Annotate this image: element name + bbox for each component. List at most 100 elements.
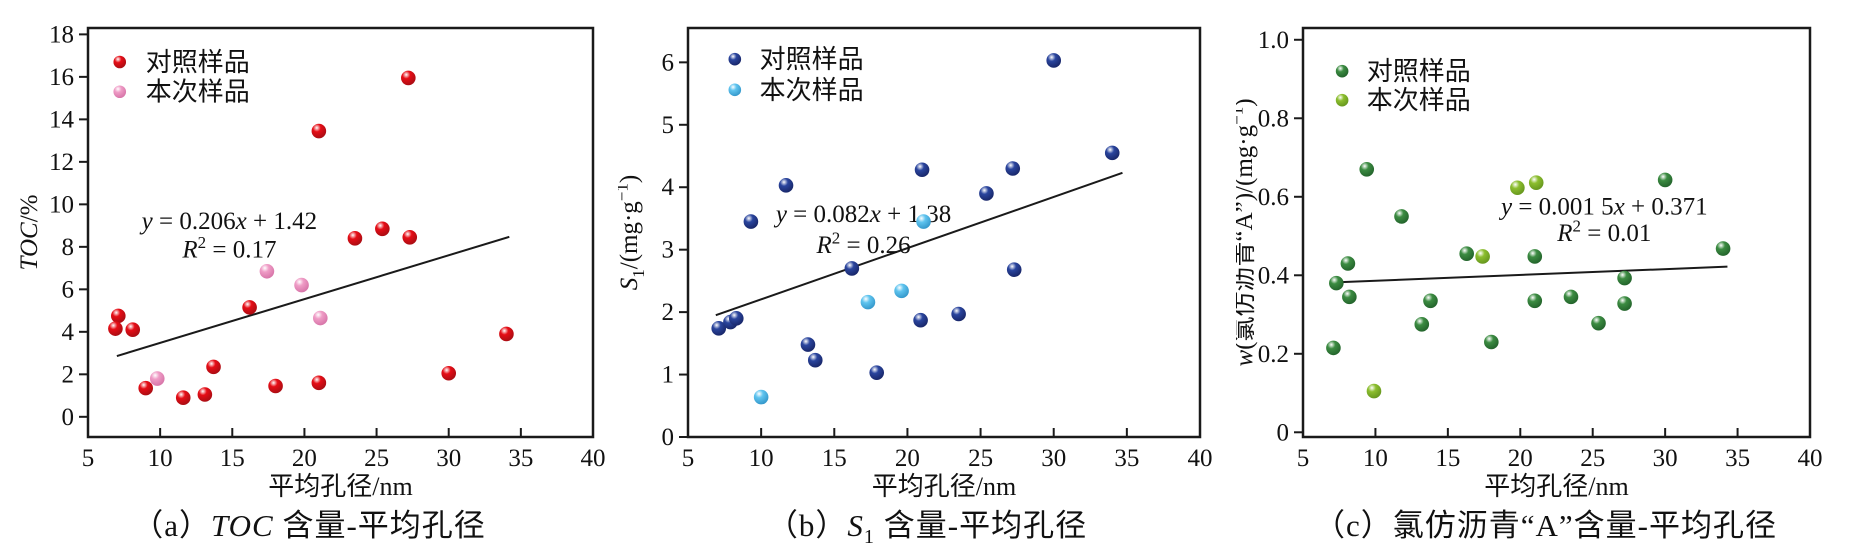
y-axis: 0 0.2 0.4 0.6 0.8 1.0 (1258, 27, 1303, 446)
data-point (175, 390, 191, 405)
data-point (402, 229, 418, 245)
data-point (1046, 53, 1062, 68)
data-point (1414, 317, 1430, 332)
y-tick-label: 8 (62, 234, 75, 261)
scatter-chart-bitumen: 5 10 15 20 25 30 35 40 0 0.2 0.4 0.6 0.8 1.0 平均孔径/nm w(… (1236, 26, 1823, 498)
scatter-chart-toc: 5 10 15 20 25 30 35 40 0 2 4 6 8 10 12 14 16 18 平均孔径/nm TOC… (16, 21, 606, 498)
data-point (916, 214, 931, 229)
data-point (149, 371, 165, 386)
data-point (753, 389, 769, 405)
data-point (197, 387, 213, 402)
data-point (1006, 262, 1022, 277)
y-tick-label: 2 (662, 299, 675, 326)
data-point (1617, 270, 1632, 286)
data-point (499, 326, 514, 342)
plot-box (1301, 26, 1812, 439)
data-point (1475, 249, 1490, 264)
legend-label: 对照样品 (760, 45, 864, 74)
data-point (313, 310, 328, 326)
data-point (294, 277, 309, 293)
data-point (860, 294, 876, 310)
legend-label: 本次样品 (146, 78, 250, 107)
data-point (894, 283, 909, 299)
data-point (347, 231, 363, 246)
x-tick-label: 20 (895, 445, 920, 472)
data-point (869, 365, 885, 380)
series-control (711, 53, 1120, 380)
scatter-chart-s1: 5 10 15 20 25 30 35 40 0 1 2 3 4 5 6 平均孔径/nm S1/(mg·g−1)… (618, 26, 1213, 498)
data-point (979, 186, 994, 201)
trendline (116, 235, 510, 358)
panel-b: 5 10 15 20 25 30 35 40 0 1 2 3 4 5 6 平均孔径/nm S1/(mg·g−1)… (618, 0, 1236, 560)
x-tick-label: 15 (220, 445, 245, 472)
data-point (1423, 293, 1438, 309)
x-tick-label: 30 (1653, 445, 1678, 472)
regression-equation: y = 0.001 5x + 0.371 (1498, 193, 1708, 220)
y-axis-title: TOC/% (16, 195, 43, 271)
data-point (108, 321, 123, 336)
y-tick-label: 0.8 (1258, 105, 1289, 132)
y-tick-label: 6 (662, 49, 675, 76)
x-axis: 5 10 15 20 25 30 35 40 (1297, 428, 1823, 472)
data-point (1617, 296, 1632, 311)
x-tick-label: 40 (1798, 445, 1823, 472)
data-point (1366, 383, 1382, 399)
legend-marker (728, 83, 742, 97)
r-squared-value: R2 = 0.26 (815, 228, 910, 258)
y-tick-label: 1.0 (1258, 27, 1289, 54)
x-tick-label: 15 (1435, 445, 1460, 472)
x-tick-label: 5 (1297, 445, 1310, 472)
legend-marker (1335, 64, 1349, 78)
x-tick-label: 35 (1725, 445, 1750, 472)
data-point (1329, 275, 1344, 291)
y-tick-label: 16 (49, 64, 74, 91)
x-axis-title: 平均孔径/nm (872, 472, 1016, 498)
r-squared-value: R2 = 0.01 (1556, 217, 1651, 248)
data-point (1340, 256, 1356, 271)
x-tick-label: 10 (148, 445, 173, 472)
r-squared-value: R2 = 0.17 (181, 233, 276, 264)
data-point (800, 337, 816, 352)
legend-label: 对照样品 (1367, 57, 1471, 86)
x-tick-label: 15 (822, 445, 847, 472)
data-point (206, 359, 221, 375)
legend-label: 本次样品 (1367, 86, 1471, 115)
y-axis: 0 1 2 3 4 5 6 (662, 49, 688, 451)
y-axis-title: w(氯仿沥青“A”)/(mg·g−1) (1236, 98, 1258, 366)
data-point (311, 123, 327, 139)
series-control (1326, 162, 1731, 356)
data-point (242, 300, 257, 315)
data-point (1326, 340, 1341, 356)
legend-label: 本次样品 (760, 76, 864, 105)
x-tick-label: 10 (1363, 445, 1388, 472)
x-tick-label: 35 (508, 445, 533, 472)
data-point (807, 352, 823, 368)
legend-marker (113, 55, 127, 69)
x-tick-label: 40 (1188, 445, 1213, 472)
x-tick-label: 20 (1508, 445, 1533, 472)
data-point (1527, 293, 1543, 309)
data-point (268, 378, 283, 394)
legend-marker (728, 52, 742, 66)
data-point (1527, 249, 1543, 264)
plot-box (86, 26, 595, 439)
y-tick-label: 6 (62, 276, 75, 303)
data-point (1591, 315, 1606, 331)
data-point (913, 312, 928, 328)
y-axis: 0 2 4 6 8 10 12 14 16 18 (49, 21, 88, 431)
y-tick-label: 1 (662, 362, 675, 389)
trendline (715, 171, 1123, 317)
regression-equation: y = 0.206x + 1.42 (139, 208, 317, 235)
data-point (311, 375, 327, 391)
x-tick-label: 25 (1580, 445, 1605, 472)
data-point (844, 261, 860, 276)
panel-c: 5 10 15 20 25 30 35 40 0 0.2 0.4 0.6 0.8 1.0 平均孔径/nm w(… (1236, 0, 1855, 560)
data-point (401, 70, 416, 86)
plot-box (686, 26, 1202, 439)
y-tick-label: 0 (662, 424, 675, 451)
y-tick-label: 2 (62, 361, 75, 388)
x-axis-title: 平均孔径/nm (1484, 472, 1628, 498)
data-point (1563, 289, 1579, 305)
trendline (1334, 265, 1728, 284)
